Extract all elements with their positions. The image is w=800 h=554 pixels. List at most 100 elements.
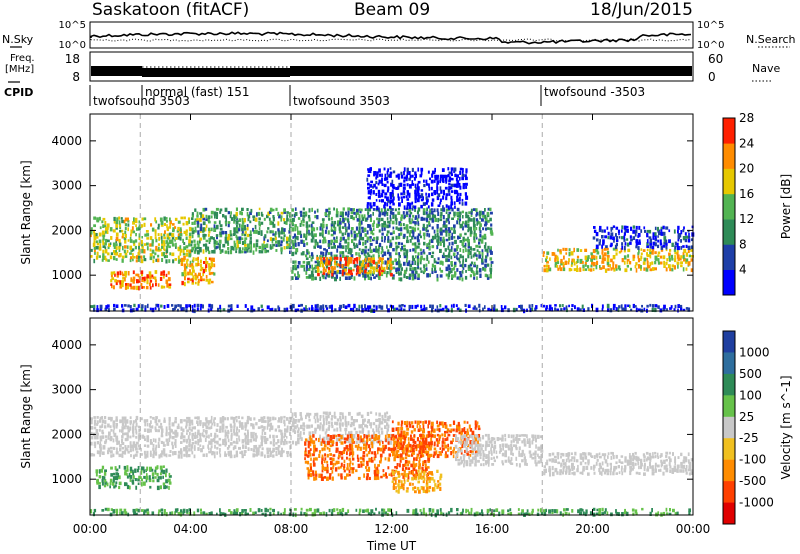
data-cell — [219, 224, 223, 227]
data-cell — [258, 220, 261, 225]
data-cell — [202, 429, 205, 433]
data-cell — [535, 444, 537, 449]
data-cell — [196, 432, 200, 436]
data-cell — [445, 307, 449, 313]
data-cell — [184, 275, 186, 281]
data-cell — [386, 224, 390, 229]
data-cell — [325, 437, 328, 440]
data-cell — [210, 307, 213, 311]
data-cell — [135, 307, 139, 312]
data-cell — [595, 265, 598, 270]
data-cell — [403, 477, 406, 482]
data-cell — [387, 424, 390, 429]
data-cell — [174, 258, 177, 261]
data-cell — [476, 421, 479, 425]
data-cell — [129, 485, 131, 490]
data-cell — [464, 242, 467, 247]
data-cell — [374, 453, 377, 458]
data-cell — [467, 304, 471, 308]
data-cell — [426, 243, 429, 248]
data-cell — [439, 218, 443, 222]
data-cell — [637, 246, 640, 250]
data-cell — [674, 241, 677, 245]
data-cell — [302, 218, 305, 221]
data-cell — [174, 420, 177, 424]
data-cell — [660, 228, 663, 232]
data-cell — [654, 232, 657, 236]
data-cell — [428, 183, 430, 188]
data-cell — [115, 416, 118, 420]
data-cell — [612, 225, 616, 228]
data-cell — [236, 304, 239, 308]
data-cell — [441, 440, 445, 444]
data-cell — [319, 232, 322, 237]
data-cell — [304, 438, 308, 442]
data-cell — [305, 305, 307, 310]
data-cell — [366, 236, 370, 241]
data-cell — [559, 249, 562, 253]
data-cell — [332, 454, 336, 457]
data-cell — [436, 183, 438, 188]
data-cell — [384, 210, 387, 215]
data-cell — [313, 444, 316, 449]
data-cell — [132, 454, 135, 459]
data-cell — [422, 428, 425, 432]
colorbar-segment — [723, 168, 735, 195]
data-cell — [487, 307, 490, 311]
data-cell — [152, 476, 155, 479]
data-cell — [387, 457, 391, 462]
data-cell — [554, 459, 557, 463]
data-cell — [458, 308, 462, 312]
data-cell — [115, 282, 118, 286]
data-cell — [182, 252, 186, 256]
data-cell — [146, 246, 149, 251]
data-cell — [222, 214, 225, 218]
data-cell — [378, 192, 381, 196]
data-cell — [381, 189, 385, 194]
data-cell — [329, 453, 332, 456]
data-cell — [230, 307, 233, 311]
data-cell — [646, 229, 650, 233]
data-cell — [152, 438, 155, 442]
data-cell — [140, 453, 143, 456]
data-cell — [400, 271, 402, 276]
data-cell — [425, 192, 427, 196]
data-cell — [372, 304, 376, 308]
data-cell — [233, 445, 237, 450]
data-cell — [493, 437, 496, 440]
data-cell — [367, 270, 371, 273]
data-cell — [576, 248, 580, 252]
data-cell — [198, 247, 202, 251]
data-cell — [435, 438, 439, 442]
data-cell — [210, 447, 212, 452]
data-cell — [263, 239, 265, 244]
data-cell — [253, 431, 255, 435]
data-cell — [489, 207, 492, 211]
data-cell — [189, 438, 191, 443]
data-cell — [378, 214, 381, 218]
data-cell — [261, 243, 264, 248]
data-cell — [425, 227, 428, 232]
data-cell — [311, 304, 313, 308]
data-cell — [134, 443, 138, 448]
data-cell — [197, 230, 200, 235]
data-cell — [436, 305, 439, 309]
data-cell — [563, 255, 565, 260]
data-cell — [431, 304, 434, 309]
data-cell — [425, 183, 429, 186]
data-cell — [518, 463, 521, 468]
data-cell — [380, 475, 383, 479]
data-cell — [185, 450, 189, 454]
data-cell — [216, 440, 219, 445]
data-cell — [207, 280, 211, 285]
data-cell — [107, 259, 110, 262]
data-cell — [570, 452, 573, 455]
data-cell — [448, 232, 451, 237]
data-cell — [534, 459, 537, 464]
data-cell — [461, 263, 464, 268]
data-cell — [162, 469, 166, 475]
data-cell — [596, 455, 599, 459]
data-cell — [398, 202, 401, 207]
data-cell — [126, 249, 129, 253]
data-cell — [260, 211, 263, 217]
